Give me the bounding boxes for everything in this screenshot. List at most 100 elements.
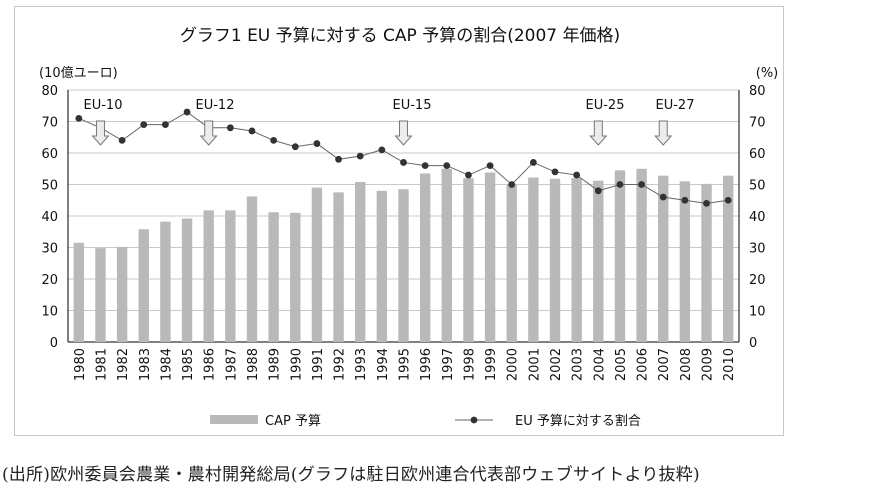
ratio-point-1984 xyxy=(162,121,169,129)
y-tick-label-right: 60 xyxy=(749,147,766,162)
bar-2002 xyxy=(549,178,561,342)
x-tick-label: 1987 xyxy=(224,348,239,381)
y-tick-label-left: 70 xyxy=(41,116,58,131)
y-tick-label-right: 30 xyxy=(749,242,766,257)
chart: グラフ1 EU 予算に対する CAP 予算の割合(2007 年価格) (10億ユ… xyxy=(39,26,779,429)
bar-1982 xyxy=(116,246,128,342)
down-arrow-icon xyxy=(654,120,673,146)
legend-line-marker xyxy=(470,416,478,424)
x-tick-label: 2002 xyxy=(549,348,564,381)
x-tick-label: 2004 xyxy=(592,348,607,381)
bar-2004 xyxy=(593,180,604,342)
ratio-point-1992 xyxy=(335,155,342,163)
y-tick-label-left: 20 xyxy=(41,273,58,288)
ratio-point-2005 xyxy=(616,181,624,188)
bar-2007 xyxy=(658,175,669,342)
bar-2001 xyxy=(528,177,539,342)
x-tick-label: 1991 xyxy=(311,348,326,381)
y-tick-label-left: 80 xyxy=(41,84,58,99)
bar-1986 xyxy=(203,210,214,342)
x-tick-label: 2000 xyxy=(506,348,521,381)
x-tick-label: 1990 xyxy=(289,348,304,381)
ratio-point-1994 xyxy=(378,146,386,154)
x-tick-label: 1985 xyxy=(181,348,196,381)
x-tick-label: 1982 xyxy=(116,348,131,381)
down-arrow-icon xyxy=(394,120,413,146)
bar-1981 xyxy=(95,248,106,342)
x-tick-label: 1983 xyxy=(138,348,153,381)
x-tick-label: 2001 xyxy=(527,348,542,381)
ratio-point-1990 xyxy=(291,143,299,151)
annotation-label: EU-25 xyxy=(586,98,625,113)
bar-1990 xyxy=(290,212,301,342)
ratio-point-1991 xyxy=(313,140,321,147)
x-tick-label: 1998 xyxy=(462,348,477,381)
ratio-point-1987 xyxy=(226,124,234,132)
ratio-point-1989 xyxy=(270,137,278,144)
down-arrow-icon xyxy=(199,120,218,146)
ratio-point-2002 xyxy=(551,168,559,176)
x-tick-label: 1981 xyxy=(94,348,109,381)
bar-1998 xyxy=(463,178,474,342)
bar-1984 xyxy=(160,221,171,342)
ratio-point-1995 xyxy=(400,159,407,166)
bar-2003 xyxy=(571,178,582,342)
x-tick-label: 1989 xyxy=(268,348,283,381)
ratio-point-1980 xyxy=(75,114,83,122)
x-tick-label: 1995 xyxy=(398,348,413,381)
ratio-point-2008 xyxy=(681,196,689,204)
ratio-point-1998 xyxy=(465,171,472,179)
x-tick-label: 2006 xyxy=(636,348,651,381)
bar-2005 xyxy=(614,170,626,342)
ratio-point-1999 xyxy=(486,162,494,170)
chart-title: グラフ1 EU 予算に対する CAP 予算の割合(2007 年価格) xyxy=(180,26,620,46)
ratio-point-2004 xyxy=(594,187,602,195)
ratio-point-2009 xyxy=(703,200,710,207)
bar-1989 xyxy=(268,212,279,342)
bar-1985 xyxy=(181,218,193,342)
bar-1994 xyxy=(376,190,388,342)
bar-2008 xyxy=(679,181,691,342)
x-tick-label: 1993 xyxy=(354,348,369,381)
legend-line-label: EU 予算に対する割合 xyxy=(515,413,641,429)
bar-1983 xyxy=(138,229,149,342)
bar-1996 xyxy=(419,173,431,342)
x-tick-label: 1996 xyxy=(419,348,434,381)
annotation-label: EU-10 xyxy=(84,98,123,113)
bar-1991 xyxy=(311,187,323,342)
ratio-point-2000 xyxy=(508,181,516,188)
x-tick-label: 2003 xyxy=(571,348,586,381)
annotation-label: EU-15 xyxy=(393,98,432,113)
source-note: (出所)欧州委員会農業・農村開発総局(グラフは駐日欧州連合代表部ウェブサイトより… xyxy=(2,465,700,485)
y-tick-label-right: 80 xyxy=(749,84,766,99)
ratio-point-2007 xyxy=(659,193,667,201)
ratio-point-1997 xyxy=(443,162,451,170)
x-tick-label: 2010 xyxy=(722,348,737,381)
y-tick-label-right: 0 xyxy=(749,336,757,351)
ratio-point-1993 xyxy=(356,152,364,160)
x-tick-label: 2009 xyxy=(701,348,716,381)
y-axis-right-label: (%) xyxy=(756,66,779,81)
bar-2010 xyxy=(722,175,734,342)
annotation-label: EU-12 xyxy=(196,98,235,113)
ratio-point-1982 xyxy=(118,137,126,144)
down-arrow-icon xyxy=(91,120,110,146)
ratio-point-1996 xyxy=(421,162,429,170)
y-axis-left-label: (10億ユーロ) xyxy=(39,65,118,81)
ratio-point-2003 xyxy=(573,171,581,179)
x-tick-label: 2005 xyxy=(614,348,629,381)
bar-2006 xyxy=(636,168,647,342)
y-tick-label-left: 30 xyxy=(41,242,58,257)
ratio-point-2006 xyxy=(638,181,645,188)
y-tick-label-right: 70 xyxy=(749,116,766,131)
bar-1988 xyxy=(246,196,258,342)
down-arrow-icon xyxy=(589,120,608,146)
y-tick-label-right: 40 xyxy=(749,210,766,225)
x-tick-label: 1997 xyxy=(441,348,456,381)
ratio-point-1985 xyxy=(183,108,191,116)
bar-1992 xyxy=(333,192,344,342)
x-tick-label: 1984 xyxy=(159,348,174,381)
bar-1980 xyxy=(73,242,85,342)
bar-2009 xyxy=(701,183,712,342)
y-tick-label-left: 50 xyxy=(41,179,58,194)
